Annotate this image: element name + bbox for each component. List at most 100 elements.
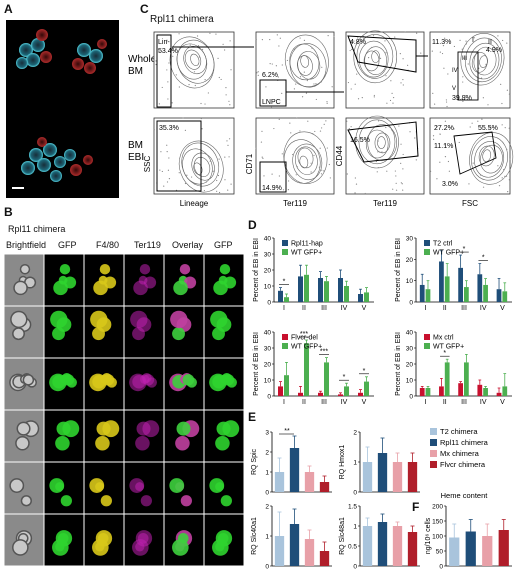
- event-dot: [200, 117, 202, 120]
- event-dot: [163, 185, 165, 187]
- bar-WT GFP+-IV: [344, 286, 349, 302]
- cell-bg: [164, 410, 204, 462]
- event-dot: [319, 147, 321, 149]
- event-dot: [414, 137, 416, 139]
- panel-b-title: Rpl11 chimera: [8, 224, 66, 234]
- event-dot: [167, 81, 169, 83]
- event-dot: [409, 131, 411, 133]
- event-dot: [329, 177, 331, 179]
- event-dot: [400, 82, 402, 84]
- event-dot: [391, 92, 393, 94]
- event-dot: [198, 56, 200, 58]
- y-axis-label: Percent of EB in EBI: [253, 332, 260, 396]
- y-tick-label: 20: [264, 362, 272, 369]
- contour: [191, 152, 215, 181]
- panel-letter-f: F: [412, 500, 420, 514]
- gate-cd44: [347, 35, 417, 73]
- bar-WT GFP+-IV: [483, 388, 488, 396]
- fluor-cell: [173, 280, 188, 296]
- sig-label: *: [343, 374, 346, 381]
- y-tick-label: 50: [436, 549, 444, 556]
- event-dot: [354, 83, 356, 85]
- event-dot: [166, 39, 168, 41]
- event-dot: [436, 125, 438, 128]
- event-dot: [453, 128, 455, 130]
- event-dot: [444, 156, 447, 158]
- event-dot: [303, 39, 306, 41]
- event-dot: [287, 189, 290, 191]
- y-tick-label: 100: [432, 534, 443, 541]
- sig-label: *: [443, 350, 446, 357]
- legend-label: T2 chimera: [440, 427, 478, 436]
- event-dot: [155, 60, 157, 62]
- event-dot: [331, 86, 333, 88]
- x-tick-label: III: [321, 399, 327, 406]
- legend-label: WT GFP+: [291, 250, 322, 257]
- flow-plot-r2-c4: [429, 117, 514, 195]
- event-dot: [229, 104, 231, 106]
- event-dot: [278, 118, 280, 120]
- flow-plot-r1-c3: [345, 30, 425, 109]
- event-dot: [489, 127, 491, 129]
- y-axis-label: RQ Slc40a1: [251, 517, 258, 555]
- y-tick-label: 20: [406, 257, 414, 264]
- bar-4: [407, 462, 418, 492]
- contour: [353, 30, 398, 84]
- contour: [297, 51, 321, 80]
- event-dot: [497, 35, 499, 37]
- fluor-cell: [220, 495, 232, 507]
- event-dot: [261, 130, 263, 133]
- x-tick-label: III: [461, 305, 467, 312]
- col-overlay: Overlay: [172, 240, 204, 250]
- event-dot: [333, 35, 335, 38]
- panel-letter-a: A: [4, 2, 13, 16]
- fluor-cell: [139, 264, 151, 275]
- bar-1: [274, 472, 285, 492]
- event-dot: [446, 105, 448, 108]
- event-dot: [178, 33, 180, 35]
- event-dot: [166, 151, 168, 153]
- event-dot: [447, 73, 449, 75]
- bar-4: [498, 530, 509, 566]
- y-tick-label: 40: [406, 330, 414, 337]
- event-dot: [385, 75, 387, 77]
- event-dot: [506, 42, 508, 44]
- legend-swatch: [282, 249, 288, 255]
- y-tick-label: 3: [265, 430, 269, 437]
- event-dot: [263, 175, 265, 177]
- event-dot: [265, 86, 267, 88]
- bar-3: [392, 526, 403, 566]
- y-axis-label: RQ Slc48a1: [339, 517, 346, 555]
- x-tick-label: I: [283, 399, 285, 406]
- gate-fsc: [457, 51, 479, 101]
- event-dot: [217, 174, 220, 177]
- cell-r6-c3: [84, 514, 124, 566]
- y-tick-label: 0.5: [348, 544, 357, 551]
- event-dot: [392, 188, 394, 190]
- bar-Mx ctrl-II: [439, 386, 444, 396]
- event-dot: [465, 40, 467, 42]
- event-dot: [487, 104, 489, 106]
- gate-lnpc-label: LNPC: [262, 99, 281, 106]
- legend-swatch: [282, 343, 288, 349]
- bf-cell: [11, 312, 27, 327]
- event-dot: [453, 45, 456, 48]
- flow-plot-r1-c1: [153, 31, 235, 109]
- legend-swatch: [424, 249, 430, 255]
- event-dot: [441, 52, 444, 55]
- y-tick-label: 150: [432, 519, 443, 526]
- legend-label: T2 ctrl: [433, 241, 453, 248]
- fluor-cell: [215, 435, 230, 451]
- cell-r2-c2: [44, 306, 84, 358]
- contour: [284, 34, 329, 88]
- event-dot: [465, 43, 467, 45]
- event-dot: [166, 144, 168, 146]
- panel-f-title: Heme content: [441, 491, 489, 500]
- gate-wb-p3: 4.8%: [350, 39, 366, 46]
- row-label-1-0: BM: [128, 140, 143, 151]
- bar-T2 ctrl-IV: [477, 274, 483, 302]
- legend-swatch: [282, 240, 288, 246]
- cell-r5-c3: [84, 462, 124, 514]
- x-tick-label: II: [443, 305, 447, 312]
- y-tick-label: 0: [265, 564, 269, 571]
